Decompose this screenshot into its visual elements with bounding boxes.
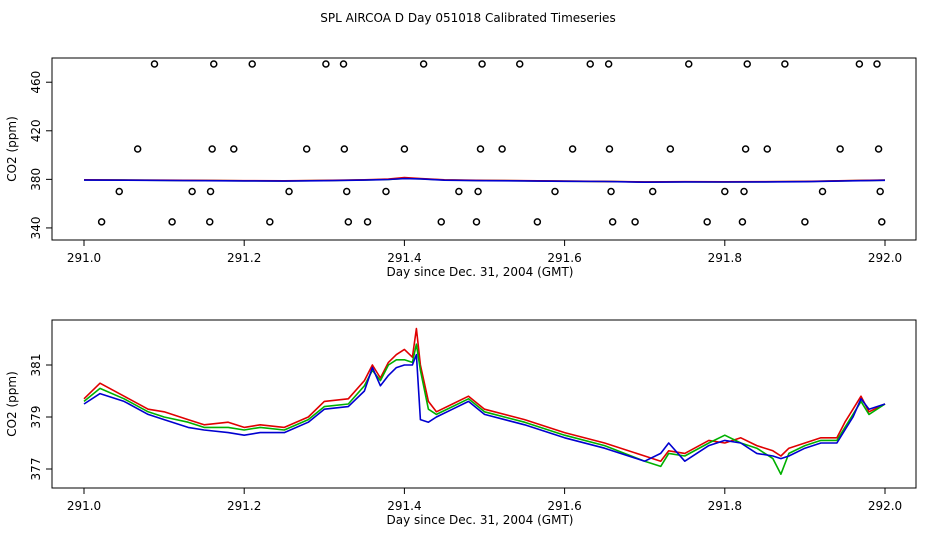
scatter-point	[876, 187, 884, 196]
scatter-point	[115, 187, 123, 196]
scatter-point	[740, 187, 748, 196]
figure-title: SPL AIRCOA D Day 051018 Calibrated Times…	[320, 11, 615, 25]
y-tick-label: 340	[29, 216, 43, 239]
y-tick-label: 381	[29, 354, 43, 377]
scatter-point	[498, 145, 506, 153]
y-axis-label: CO2 (ppm)	[5, 371, 19, 437]
scatter-point	[568, 145, 577, 153]
scatter-point	[607, 187, 615, 196]
scatter-point	[363, 218, 372, 226]
scatter-point	[836, 145, 844, 153]
scatter-point	[478, 60, 486, 68]
scatter-point	[818, 187, 827, 196]
x-tick-label: 291.4	[387, 251, 421, 265]
x-tick-label: 291.8	[708, 499, 742, 513]
scatter-point	[208, 145, 216, 153]
red-series-line	[83, 327, 886, 463]
scatter-point	[703, 218, 711, 226]
scatter-point	[400, 145, 409, 153]
scatter-point	[266, 218, 274, 226]
x-tick-label: 291.0	[67, 499, 101, 513]
scatter-point	[133, 145, 142, 153]
scatter-point	[472, 218, 481, 226]
scatter-point	[741, 145, 750, 153]
scatter-point	[322, 60, 330, 68]
x-tick-label: 291.6	[547, 251, 581, 265]
y-tick-label: 380	[29, 168, 43, 191]
scatter-point	[339, 60, 348, 68]
scatter-point	[874, 145, 883, 153]
x-tick-label: 292.0	[868, 251, 902, 265]
plot-frame	[51, 57, 917, 241]
blue-series-line	[83, 353, 886, 463]
scatter-point	[515, 60, 524, 68]
scatter-point	[855, 60, 864, 68]
scatter-point	[666, 145, 675, 153]
panel-top: 291.0 291.2 291.4 291.6 291.8 292.0 340 380 420 4…	[5, 57, 917, 279]
scatter-point	[551, 187, 559, 196]
scatter-point	[97, 218, 106, 226]
scatter-point	[230, 145, 238, 153]
scatter-point	[474, 187, 482, 196]
y-axis-label: CO2 (ppm)	[5, 116, 19, 182]
y-tick-label: 420	[29, 119, 43, 142]
scatter-point	[878, 218, 886, 226]
scatter-point	[168, 218, 176, 226]
scatter-point	[743, 60, 751, 68]
x-tick-label: 291.8	[708, 251, 742, 265]
scatter-point	[344, 218, 353, 226]
scatter-point	[586, 60, 594, 68]
scatter-point	[206, 187, 215, 196]
scatter-point	[210, 60, 218, 68]
scatter-point	[685, 60, 693, 68]
x-axis-label: Day since Dec. 31, 2004 (GMT)	[387, 265, 574, 279]
scatter-point	[605, 145, 614, 153]
scatter-point	[437, 218, 445, 226]
scatter-point	[340, 145, 349, 153]
plot-frame	[51, 319, 917, 489]
x-tick-label: 292.0	[868, 499, 902, 513]
scatter-point	[302, 145, 311, 153]
x-axis-label: Day since Dec. 31, 2004 (GMT)	[387, 513, 574, 527]
scatter-point	[342, 187, 351, 196]
scatter-point	[648, 187, 657, 196]
scatter-point	[382, 187, 390, 196]
x-tick-label: 291.4	[387, 499, 421, 513]
scatter-point	[608, 218, 617, 226]
scatter-point	[801, 218, 809, 226]
scatter-point	[476, 145, 485, 153]
x-tick-label: 291.2	[227, 251, 261, 265]
scatter-point	[763, 145, 772, 153]
scatter-point	[533, 218, 542, 226]
scatter-point	[631, 218, 639, 226]
scatter-point	[188, 187, 196, 196]
x-tick-label: 291.6	[547, 499, 581, 513]
y-tick-label: 460	[29, 71, 43, 94]
scatter-point	[285, 187, 293, 196]
scatter-point	[604, 60, 613, 68]
panel-bottom: 291.0 291.2 291.4 291.6 291.8 292.0 377 379 381 D…	[5, 319, 917, 527]
scatter-point	[781, 60, 789, 68]
scatter-point	[419, 60, 428, 68]
scatter-point	[738, 218, 747, 226]
scatter-point	[721, 187, 729, 196]
y-tick-label: 377	[29, 458, 43, 481]
scatter-point	[248, 60, 256, 68]
blue-series-line	[83, 177, 886, 183]
y-tick-label: 379	[29, 406, 43, 429]
x-tick-label: 291.0	[67, 251, 101, 265]
scatter-point	[873, 60, 881, 68]
x-tick-label: 291.2	[227, 499, 261, 513]
scatter-point	[206, 218, 214, 226]
scatter-point	[150, 60, 159, 68]
scatter-point	[455, 187, 463, 196]
